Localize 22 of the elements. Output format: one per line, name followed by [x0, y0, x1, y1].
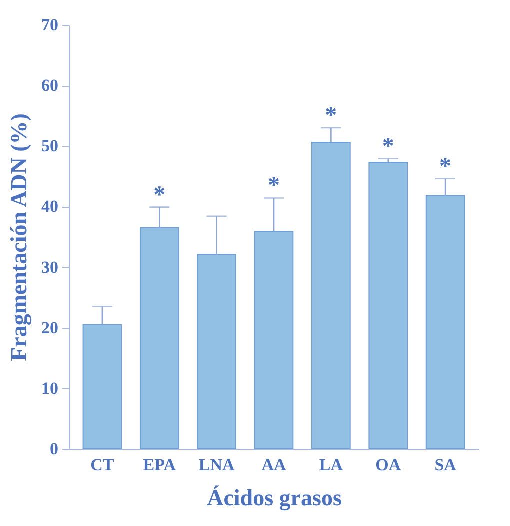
y-tick-label: 60 — [42, 76, 58, 96]
y-tick-label: 0 — [50, 440, 58, 458]
annotation: * — [325, 102, 338, 129]
y-tick-label: 40 — [42, 197, 58, 216]
x-tick-label: LA — [319, 456, 344, 474]
x-axis-title: Ácidos grasos — [207, 486, 342, 512]
annotation: * — [382, 134, 394, 160]
x-tick-label: SA — [434, 456, 458, 474]
x-tick-label: AA — [262, 456, 287, 474]
x-tick-label: LNA — [198, 456, 236, 474]
y-tick-label: 50 — [42, 136, 58, 156]
annotation: * — [268, 173, 280, 200]
y-axis-title: Fragmentación ADN (%) — [6, 114, 32, 362]
y-tick-label: 70 — [42, 16, 58, 34]
y-tick-label: 30 — [42, 258, 58, 277]
y-tick-label: 20 — [42, 318, 58, 338]
annotation: * — [440, 154, 452, 180]
y-tick-label: 10 — [42, 378, 58, 398]
x-tick-label: EPA — [143, 456, 177, 474]
annotation: * — [154, 182, 166, 208]
x-tick-label: CT — [90, 456, 115, 474]
x-tick-label: OA — [376, 456, 402, 474]
